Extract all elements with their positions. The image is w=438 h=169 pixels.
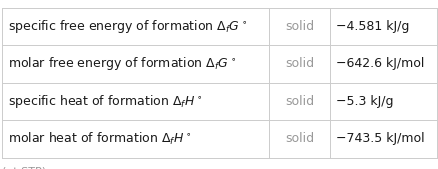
Text: specific heat of formation $\Delta_f H^\circ$: specific heat of formation $\Delta_f H^\… [8,93,202,110]
Text: molar free energy of formation $\Delta_f G^\circ$: molar free energy of formation $\Delta_f… [8,55,236,72]
Text: solid: solid [285,20,314,33]
Text: solid: solid [285,132,314,145]
Text: solid: solid [285,95,314,108]
Text: −743.5 kJ/mol: −743.5 kJ/mol [335,132,424,145]
Text: specific free energy of formation $\Delta_f G^\circ$: specific free energy of formation $\Delt… [8,18,247,35]
Text: solid: solid [285,57,314,70]
Text: −4.581 kJ/g: −4.581 kJ/g [335,20,409,33]
Text: −5.3 kJ/g: −5.3 kJ/g [335,95,392,108]
Text: −642.6 kJ/mol: −642.6 kJ/mol [335,57,424,70]
Text: (at STP): (at STP) [2,166,46,169]
Text: molar heat of formation $\Delta_f H^\circ$: molar heat of formation $\Delta_f H^\cir… [8,131,191,147]
